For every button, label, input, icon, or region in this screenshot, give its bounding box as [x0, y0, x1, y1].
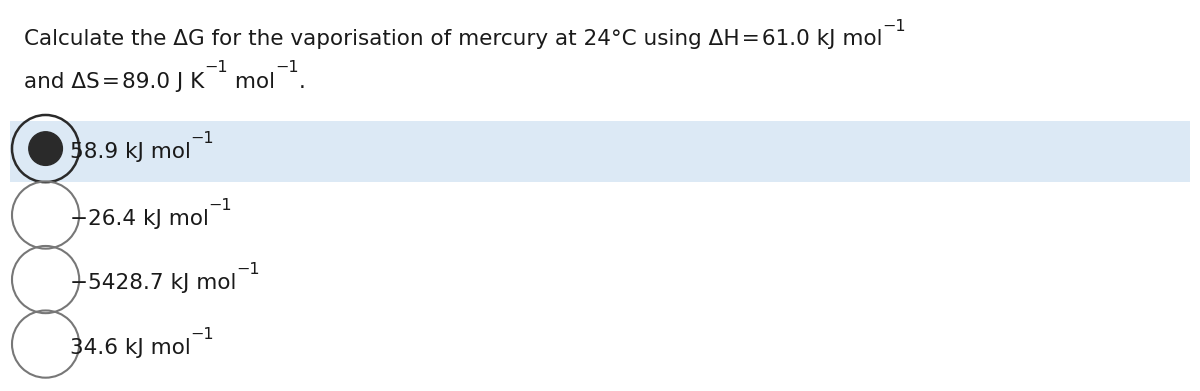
Text: −1: −1 [882, 19, 906, 34]
Text: .: . [299, 72, 305, 92]
Text: mol: mol [228, 72, 275, 92]
Text: −5428.7 kJ mol: −5428.7 kJ mol [70, 273, 236, 294]
Text: 34.6 kJ mol: 34.6 kJ mol [70, 338, 191, 358]
Text: −1: −1 [209, 198, 232, 213]
Text: −1: −1 [236, 262, 259, 277]
Text: 58.9 kJ mol: 58.9 kJ mol [70, 142, 191, 163]
Text: and ΔS = 89.0 J K: and ΔS = 89.0 J K [24, 72, 204, 92]
Text: −1: −1 [275, 60, 299, 75]
Text: −1: −1 [191, 131, 214, 146]
Text: −1: −1 [204, 60, 228, 75]
Text: Calculate the ΔG for the vaporisation of mercury at 24°C using ΔH = 61.0 kJ mol: Calculate the ΔG for the vaporisation of… [24, 29, 882, 49]
Text: −1: −1 [191, 327, 214, 342]
Text: −26.4 kJ mol: −26.4 kJ mol [70, 209, 209, 229]
